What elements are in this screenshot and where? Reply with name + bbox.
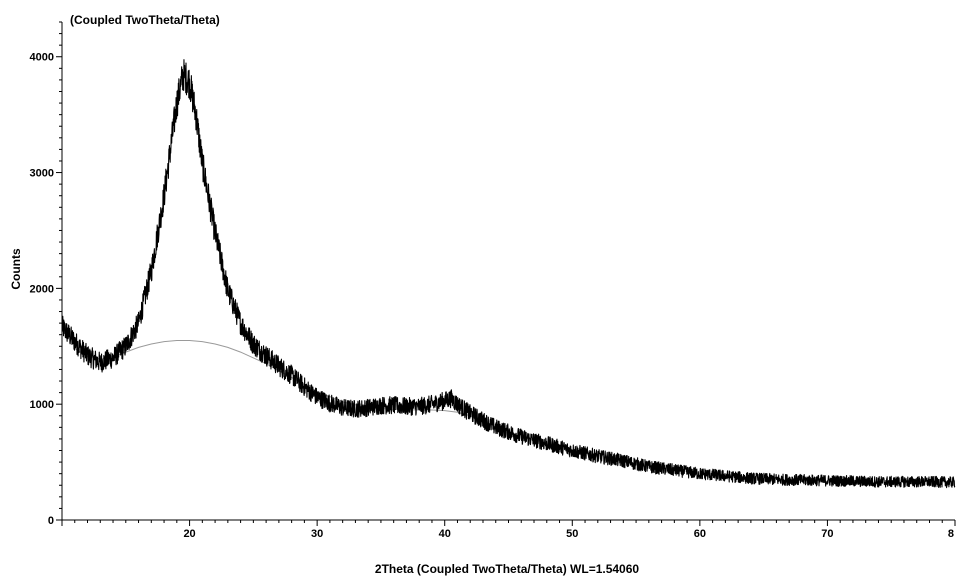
y-axis: 0 1000 2000 3000 4000 bbox=[30, 21, 63, 527]
x-axis-label: 2Theta (Coupled TwoTheta/Theta) WL=1.540… bbox=[375, 562, 639, 576]
x-axis: 20 30 40 50 60 70 8 bbox=[61, 519, 956, 540]
y-tick-label: 0 bbox=[48, 515, 54, 527]
x-tick-label: 70 bbox=[821, 528, 833, 540]
x-tick-label: 60 bbox=[694, 528, 706, 540]
x-tick-label: 30 bbox=[311, 528, 323, 540]
x-tick-label: 40 bbox=[439, 528, 451, 540]
y-tick-label: 4000 bbox=[30, 52, 54, 64]
x-tick-label: 50 bbox=[566, 528, 578, 540]
chart-title: (Coupled TwoTheta/Theta) bbox=[70, 13, 220, 27]
y-tick-label: 2000 bbox=[30, 283, 54, 295]
x-tick-label: 8 bbox=[948, 528, 954, 540]
y-tick-label: 3000 bbox=[30, 168, 54, 180]
y-axis-label: Counts bbox=[9, 248, 23, 290]
plot-area bbox=[61, 59, 956, 489]
x-tick-label: 20 bbox=[183, 528, 195, 540]
y-tick-label: 1000 bbox=[30, 399, 54, 411]
measured-pattern-line bbox=[61, 59, 956, 489]
